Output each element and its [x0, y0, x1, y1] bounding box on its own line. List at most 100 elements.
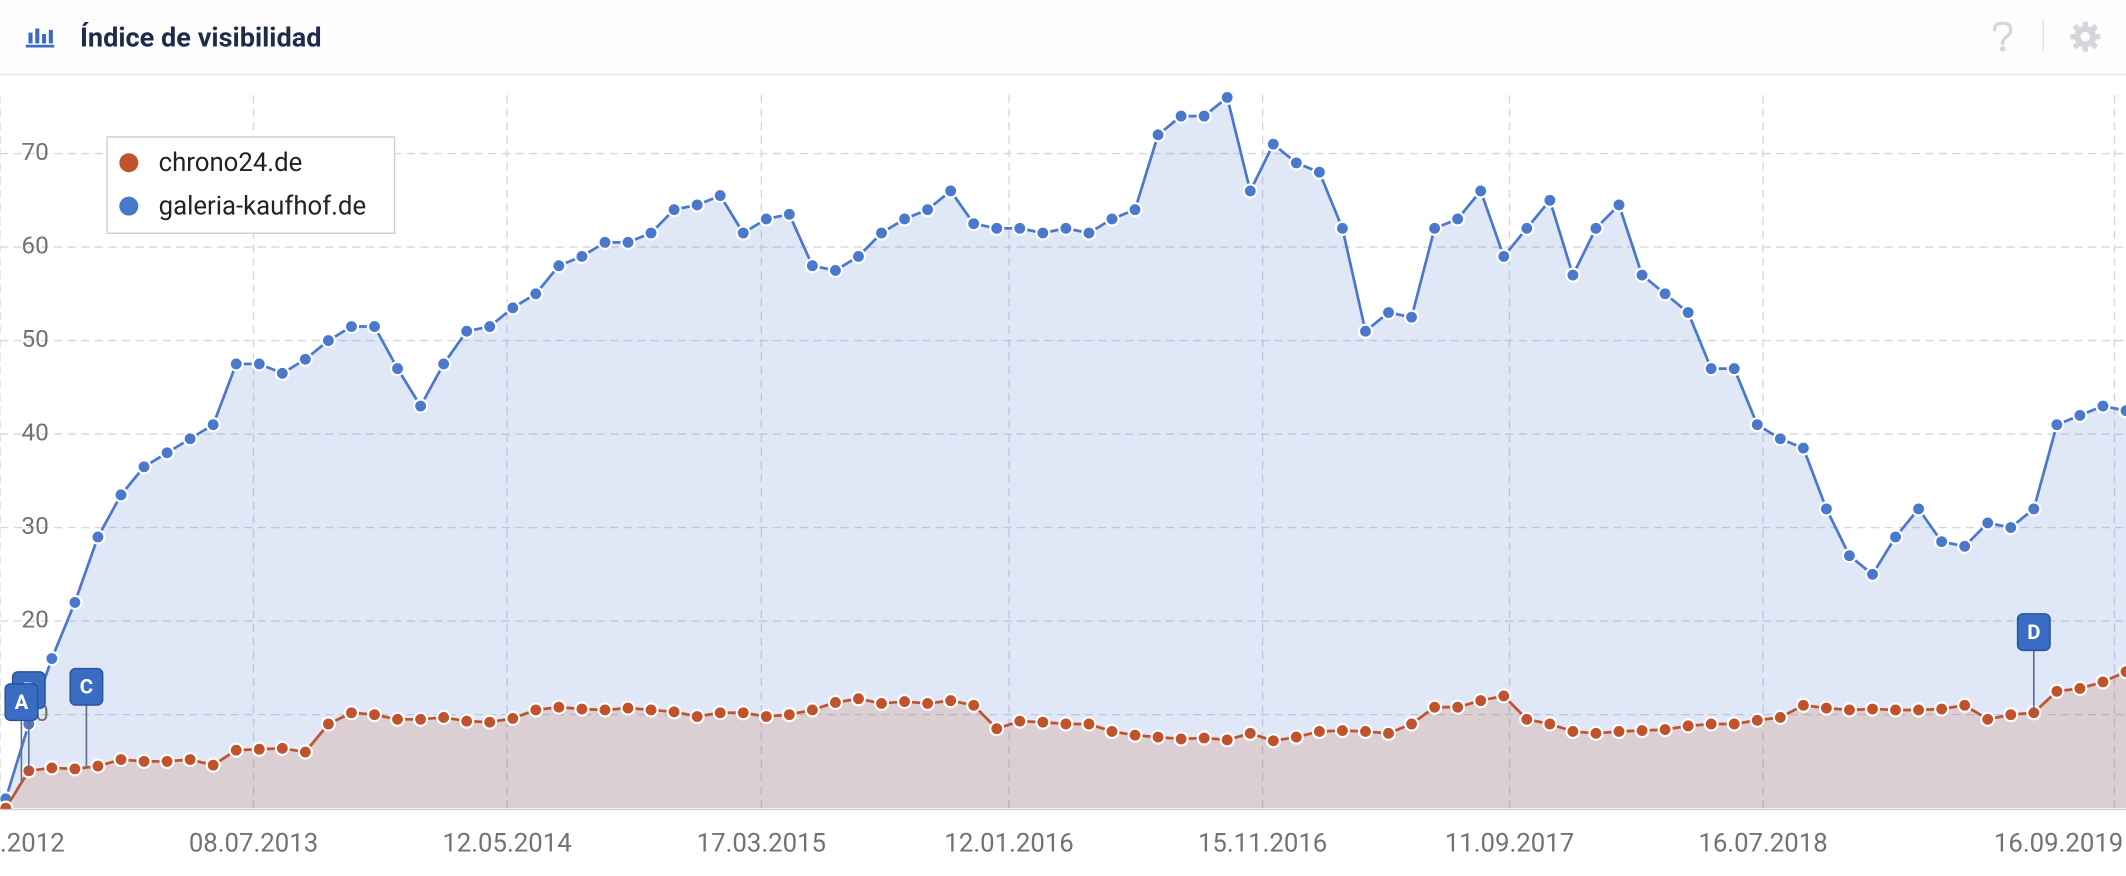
data-point — [274, 740, 290, 756]
data-point — [1634, 722, 1650, 739]
data-point — [1542, 716, 1558, 732]
y-tick-label: 70 — [21, 137, 48, 166]
data-point — [412, 398, 429, 414]
legend-marker — [119, 153, 139, 173]
data-point — [1196, 730, 1212, 746]
data-point — [297, 351, 313, 367]
data-point — [113, 751, 129, 768]
data-point — [1772, 709, 1788, 726]
data-point — [781, 707, 797, 723]
data-point — [320, 716, 336, 732]
data-point — [1173, 731, 1189, 747]
data-point — [2003, 707, 2019, 723]
data-point — [850, 691, 867, 707]
data-point — [1887, 702, 1904, 718]
data-point — [597, 702, 613, 718]
data-point — [436, 356, 452, 372]
annotation-label: C — [80, 675, 93, 699]
data-point — [1265, 136, 1281, 152]
data-point — [620, 700, 636, 716]
data-point — [1957, 697, 1973, 713]
data-point — [90, 529, 106, 545]
data-point — [1127, 727, 1143, 743]
data-point — [1288, 729, 1304, 745]
data-point — [1311, 723, 1327, 740]
data-point — [1104, 723, 1120, 740]
data-point — [459, 323, 475, 339]
data-point — [1196, 108, 1212, 124]
data-point — [574, 701, 590, 717]
data-point — [1749, 712, 1765, 728]
data-point — [1427, 220, 1443, 236]
data-point — [1726, 361, 1742, 377]
data-point — [136, 753, 152, 769]
data-point — [2049, 683, 2065, 699]
data-point — [251, 741, 267, 757]
data-point — [1127, 202, 1143, 218]
x-tick-label: 03.09.2012 — [0, 829, 65, 859]
data-point — [228, 356, 244, 372]
data-point — [2118, 403, 2126, 419]
data-point — [712, 188, 728, 204]
data-point — [1749, 417, 1765, 433]
data-point — [436, 709, 452, 726]
data-point — [1450, 211, 1466, 227]
data-point — [666, 704, 682, 720]
data-point — [482, 318, 498, 335]
data-point — [1680, 718, 1696, 734]
data-point — [67, 594, 83, 611]
data-point — [1473, 693, 1489, 709]
data-point — [1403, 309, 1420, 325]
data-point — [505, 710, 521, 726]
data-point — [1242, 725, 1258, 741]
annotation-flag[interactable]: A — [4, 683, 39, 783]
data-point — [1795, 697, 1811, 713]
data-point — [1380, 725, 1397, 741]
data-point — [343, 705, 360, 721]
settings-icon[interactable] — [2070, 21, 2101, 52]
area — [5, 671, 2126, 809]
data-point — [1634, 267, 1650, 283]
y-tick-label: 20 — [21, 605, 48, 634]
data-point — [1150, 729, 1166, 745]
data-point — [1818, 700, 1834, 716]
data-point — [205, 417, 221, 433]
data-point — [896, 211, 913, 227]
data-point — [1104, 211, 1120, 227]
annotation-box — [2016, 613, 2051, 652]
data-point — [2049, 417, 2065, 433]
data-point — [1980, 711, 1996, 727]
data-point — [343, 318, 360, 335]
data-point — [827, 262, 844, 279]
data-point — [758, 211, 774, 227]
data-point — [1910, 702, 1927, 718]
data-point — [1427, 699, 1443, 715]
data-point — [528, 286, 544, 302]
data-point — [297, 744, 313, 760]
data-point — [44, 650, 60, 667]
data-point — [966, 216, 982, 232]
data-point — [2118, 664, 2126, 680]
help-icon[interactable] — [1992, 21, 2013, 52]
data-point — [366, 318, 383, 335]
data-point — [1081, 716, 1097, 732]
data-point — [2072, 680, 2088, 697]
data-point — [1496, 688, 1512, 704]
data-point — [804, 702, 820, 718]
data-point — [159, 753, 175, 769]
data-point — [943, 693, 959, 709]
data-point — [1980, 515, 1996, 531]
data-point — [320, 332, 336, 349]
data-point — [1887, 529, 1904, 545]
data-point — [1058, 716, 1074, 732]
data-point — [1380, 304, 1397, 321]
annotation-flag[interactable]: D — [2016, 613, 2051, 713]
data-point — [1311, 164, 1327, 180]
data-point — [2003, 519, 2019, 536]
data-point — [182, 431, 198, 447]
y-tick-label: 50 — [21, 324, 48, 353]
annotation-flag[interactable]: C — [69, 667, 104, 768]
data-point — [1450, 699, 1466, 715]
